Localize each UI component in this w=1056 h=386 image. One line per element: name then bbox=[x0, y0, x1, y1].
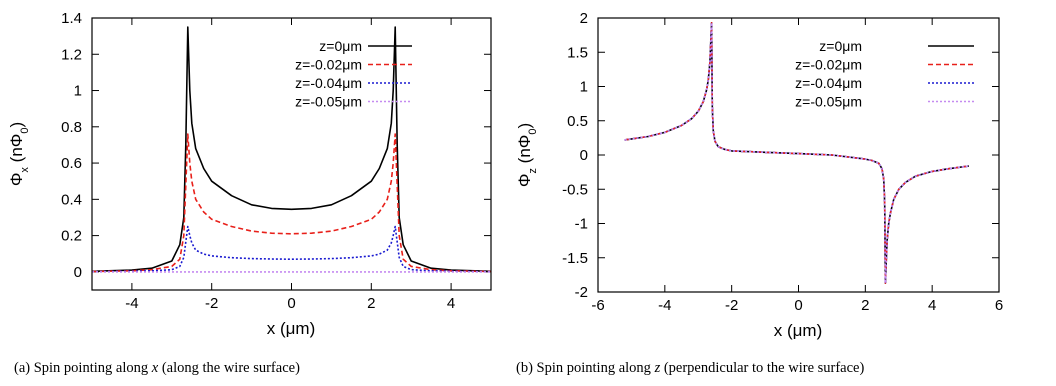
legend-label: z=-0.04μm bbox=[295, 75, 362, 91]
series-line-2 bbox=[92, 225, 491, 273]
y-tick-label: 1.5 bbox=[567, 44, 588, 61]
y-tick-label: 0 bbox=[74, 264, 82, 281]
x-tick-label: 2 bbox=[367, 295, 375, 312]
y-tick-label: 0.6 bbox=[61, 155, 82, 172]
legend-label: z=0μm bbox=[319, 38, 362, 54]
y-tick-label: 0 bbox=[580, 147, 588, 164]
y-tick-label: 0.2 bbox=[61, 228, 82, 245]
y-tick-label: 0.8 bbox=[61, 119, 82, 136]
legend-label: z=0μm bbox=[819, 38, 862, 54]
legend-label: z=-0.02μm bbox=[295, 57, 362, 73]
y-tick-label: -0.5 bbox=[562, 181, 588, 198]
y-tick-label: 1 bbox=[580, 79, 588, 96]
x-tick-label: 0 bbox=[287, 295, 295, 312]
y-tick-label: 1 bbox=[74, 83, 82, 100]
series-line-3 bbox=[624, 21, 970, 284]
y-tick-label: -2 bbox=[575, 284, 588, 301]
series-line-0 bbox=[92, 26, 491, 273]
y-tick-label: 2 bbox=[580, 10, 588, 27]
y-tick-label: 0.4 bbox=[61, 191, 82, 208]
series-line-1 bbox=[92, 133, 491, 273]
x-tick-label: -6 bbox=[591, 297, 604, 314]
panel-b: -6 -4 -2 0 2 4 6 -2 -1.5 -1 -0.5 0 0.5 1 1.5 2 z=0μm z=-0… bbox=[515, 10, 1003, 376]
caption: (a) Spin pointing along x (along the wir… bbox=[14, 360, 300, 376]
legend-label: z=-0.04μm bbox=[795, 75, 862, 91]
plot-frame bbox=[597, 17, 1000, 293]
plot-frame bbox=[91, 17, 492, 291]
y-axis-label: Φx (nΦ0) bbox=[7, 122, 31, 186]
x-tick-label: -2 bbox=[725, 297, 738, 314]
x-tick-label: 6 bbox=[995, 297, 1003, 314]
x-tick-label: 2 bbox=[861, 297, 869, 314]
y-tick-label: -1 bbox=[575, 216, 588, 233]
y-tick-label: 0.5 bbox=[567, 113, 588, 130]
x-tick-label: -4 bbox=[658, 297, 671, 314]
x-tick-label: 4 bbox=[447, 295, 455, 312]
legend-label: z=-0.02μm bbox=[795, 57, 862, 73]
y-tick-label: 1.4 bbox=[61, 10, 82, 27]
x-tick-label: 4 bbox=[928, 297, 936, 314]
legend-label: z=-0.05μm bbox=[795, 94, 862, 110]
y-tick-label: 1.2 bbox=[61, 46, 82, 63]
x-axis-label: x (μm) bbox=[774, 321, 823, 340]
caption: (b) Spin pointing along z (perpendicular… bbox=[516, 360, 864, 376]
x-tick-label: -4 bbox=[125, 295, 138, 312]
y-tick-label: -1.5 bbox=[562, 250, 588, 267]
x-axis-label: x (μm) bbox=[267, 319, 316, 338]
panel-a: -4 -2 0 2 4 0 0.2 0.4 0.6 0.8 1 1.2 1.4 z=0μm z=-0.02μ… bbox=[7, 10, 492, 376]
x-tick-label: -2 bbox=[205, 295, 218, 312]
legend-label: z=-0.05μm bbox=[295, 94, 362, 110]
x-tick-label: 0 bbox=[794, 297, 802, 314]
y-axis-label: Φz (nΦ0) bbox=[515, 123, 539, 187]
